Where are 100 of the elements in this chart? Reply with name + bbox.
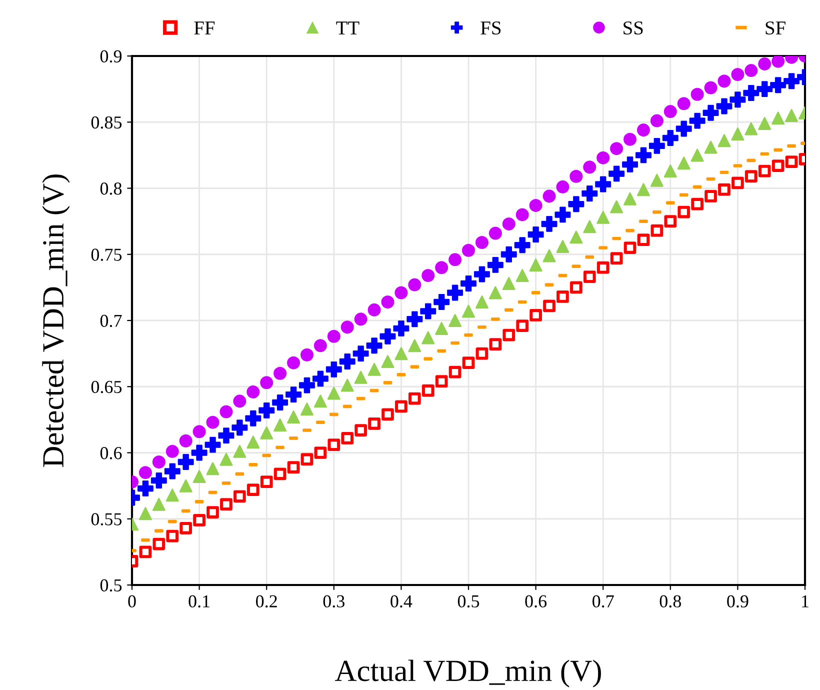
- point: [260, 426, 274, 440]
- x-tick-label: 0: [128, 595, 136, 608]
- y-tick-label: 0.8: [100, 182, 122, 195]
- point: [583, 220, 596, 234]
- point: [690, 148, 704, 162]
- point: [328, 438, 340, 452]
- x-tick-label: 0.6: [525, 595, 547, 608]
- point: [260, 376, 274, 390]
- point: [232, 420, 248, 436]
- point: [393, 320, 410, 336]
- point: [220, 405, 233, 418]
- point: [434, 294, 450, 310]
- point: [258, 402, 275, 418]
- point: [381, 354, 394, 368]
- point: [435, 375, 448, 388]
- y-tick-label: 0.85: [91, 116, 122, 129]
- point: [220, 498, 232, 511]
- point: [650, 114, 664, 128]
- x-tick-label: 0.7: [592, 595, 614, 608]
- point: [541, 216, 558, 232]
- point: [474, 266, 490, 282]
- point: [664, 215, 677, 228]
- point: [716, 98, 732, 114]
- point: [664, 105, 677, 118]
- point: [340, 320, 354, 334]
- point: [475, 236, 488, 249]
- point: [704, 190, 717, 202]
- point: [272, 394, 288, 410]
- point: [180, 522, 192, 534]
- point: [233, 490, 246, 503]
- point: [314, 394, 327, 408]
- point: [529, 258, 542, 272]
- point: [648, 138, 665, 154]
- point: [287, 461, 300, 474]
- point: [556, 180, 570, 194]
- point: [394, 286, 408, 300]
- y-tick-label: 0.75: [91, 248, 122, 261]
- point: [274, 366, 287, 380]
- point: [650, 174, 664, 187]
- point: [624, 242, 636, 254]
- point: [448, 253, 462, 266]
- point: [624, 192, 637, 206]
- point: [314, 339, 327, 352]
- point: [568, 196, 584, 212]
- point: [218, 428, 234, 444]
- x-axis-title: Actual VDD_min (V): [334, 660, 601, 688]
- legend-label: FS: [480, 21, 501, 35]
- point: [193, 514, 206, 526]
- point: [744, 122, 758, 136]
- point: [691, 198, 704, 210]
- point: [756, 81, 773, 98]
- point: [206, 416, 220, 429]
- point: [381, 295, 394, 308]
- point: [650, 224, 664, 237]
- point: [340, 378, 354, 392]
- point: [138, 507, 152, 520]
- point: [676, 120, 692, 137]
- point: [206, 506, 219, 518]
- point: [624, 132, 637, 146]
- point: [731, 128, 744, 141]
- point: [731, 68, 744, 82]
- point: [300, 453, 314, 466]
- point: [394, 347, 408, 360]
- point: [610, 142, 624, 156]
- point: [528, 226, 544, 243]
- point: [570, 281, 582, 294]
- point: [408, 278, 422, 292]
- point: [516, 208, 529, 222]
- point: [758, 116, 772, 130]
- point: [516, 320, 529, 332]
- x-tick-label: 0.9: [727, 595, 748, 608]
- point: [462, 304, 476, 318]
- point: [408, 339, 422, 352]
- point: [583, 160, 596, 174]
- point: [608, 166, 625, 182]
- point: [382, 408, 394, 421]
- point: [354, 370, 368, 384]
- point: [758, 57, 772, 70]
- y-tick-label: 0.7: [100, 314, 122, 328]
- point: [610, 252, 623, 265]
- point: [758, 164, 771, 178]
- point: [422, 384, 434, 397]
- point: [312, 370, 328, 387]
- point: [689, 112, 706, 129]
- point: [260, 476, 273, 488]
- point: [448, 314, 462, 328]
- point: [596, 210, 610, 224]
- point: [500, 246, 517, 262]
- point: [489, 338, 502, 350]
- point: [327, 330, 340, 343]
- x-tick-label: 1: [802, 595, 808, 608]
- point: [662, 130, 678, 146]
- point: [596, 261, 610, 274]
- point: [447, 284, 464, 301]
- point: [637, 234, 650, 246]
- point: [502, 276, 516, 290]
- point: [314, 446, 327, 459]
- point: [475, 295, 488, 308]
- point: [772, 112, 785, 125]
- point: [354, 424, 368, 436]
